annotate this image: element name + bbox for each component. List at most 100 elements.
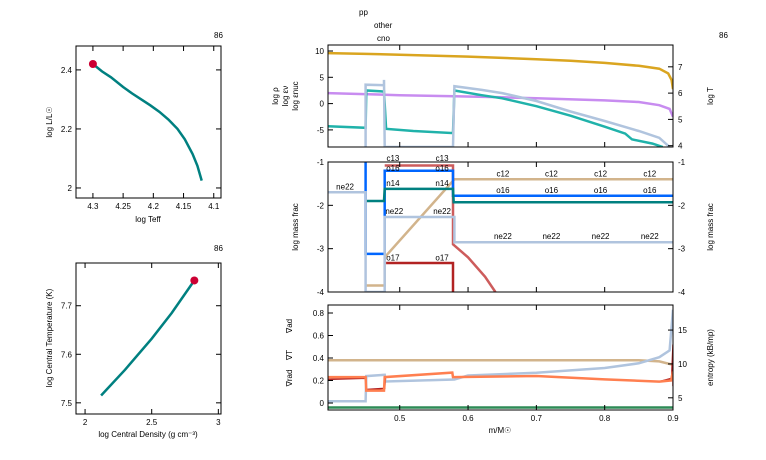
y2-tick-label: 7: [678, 63, 683, 72]
y-tick-label: 7.6: [61, 350, 73, 359]
current-model-marker: [190, 276, 199, 285]
series-line-3: [364, 79, 671, 147]
chart-profile-top: [327, 44, 674, 148]
series-line-1: [384, 164, 497, 292]
burn-label-cno: cno: [377, 34, 390, 43]
abundance-label-n14: n14: [435, 179, 449, 188]
y-tick-label: 0: [320, 100, 325, 109]
abundance-label-o16: o16: [386, 164, 400, 173]
x-tick-label: 2.5: [146, 418, 158, 427]
x-tick-label: 4.2: [148, 202, 160, 211]
y-tick-label: 0.2: [313, 377, 325, 386]
y-axis-label: log εν: [281, 86, 290, 106]
abundance-label-ne22: ne22: [542, 232, 560, 241]
x-axis-label: log Central Density (g cm⁻³): [98, 430, 198, 439]
plot-frame: [75, 262, 222, 415]
y-axis-label: ∇ad: [285, 319, 294, 334]
y-axis-label: log εnuc: [291, 81, 300, 110]
series-line-3: [365, 187, 673, 204]
abundance-label-o17: o17: [386, 253, 400, 262]
y-tick-label: 10: [315, 47, 324, 56]
y-tick-label: 0.6: [313, 331, 325, 340]
y-tick-label: -4: [317, 288, 325, 297]
model-number-center: 86: [214, 244, 223, 253]
y-axis-label: log ρ: [271, 87, 280, 105]
y2-axis-label: log mass frac: [706, 203, 715, 251]
abundance-label-n14: n14: [386, 179, 400, 188]
y2-tick-label: -4: [678, 288, 686, 297]
y2-axis-label: entropy (kB/mp): [706, 329, 715, 386]
x-tick-label: 4.25: [115, 202, 131, 211]
y2-tick-label: 6: [678, 89, 683, 98]
abundance-label-ne22: ne22: [433, 207, 451, 216]
series-line-2: [328, 309, 673, 403]
y-axis-label: log Central Temperature (K): [45, 288, 54, 387]
series-line-1: [328, 91, 673, 118]
y-tick-label: -2: [317, 201, 325, 210]
abundance-label-o17: o17: [435, 253, 449, 262]
x-axis-label: m/M☉: [489, 426, 512, 435]
y2-axis-label: log T: [706, 87, 715, 105]
series-line-4: [386, 261, 455, 292]
y-axis-label: log mass frac: [291, 203, 300, 251]
series-line-0: [92, 63, 203, 181]
y-tick-label: 0: [320, 399, 325, 408]
series-line-3: [328, 344, 673, 391]
burn-label-other: other: [374, 21, 393, 30]
model-number-profile: 86: [719, 31, 728, 40]
y-tick-label: 0.8: [313, 309, 325, 318]
series-line-2: [328, 89, 664, 147]
x-tick-label: 2: [83, 418, 88, 427]
y2-tick-label: 5: [678, 115, 683, 124]
y-axis-label: ∇rad: [285, 370, 294, 388]
abundance-label-c12: c12: [594, 170, 607, 179]
abundance-label-c12: c12: [496, 170, 509, 179]
y-tick-label: 0.4: [313, 354, 325, 363]
chart-profile-abund: [327, 161, 674, 293]
abundance-label-c13: c13: [436, 154, 449, 163]
abundance-label-c12: c12: [545, 170, 558, 179]
y2-tick-label: 5: [678, 394, 683, 403]
x-tick-label: 0.7: [531, 414, 543, 423]
abundance-label-ne22: ne22: [494, 232, 512, 241]
series-line-1: [328, 359, 673, 367]
y-axis-label: ∇T: [285, 350, 294, 361]
y-tick-label: -1: [317, 158, 325, 167]
y-tick-label: 2.4: [61, 66, 73, 75]
series-line-0: [100, 279, 196, 397]
x-tick-label: 0.6: [462, 414, 474, 423]
abundance-label-o16: o16: [643, 186, 657, 195]
y2-tick-label: 10: [678, 360, 687, 369]
plot-frame: [75, 45, 222, 199]
y-tick-label: 2: [68, 184, 73, 193]
abundance-label-o16: o16: [594, 186, 608, 195]
abundance-label-o16: o16: [545, 186, 559, 195]
y2-tick-label: -3: [678, 245, 686, 254]
abundance-label-c12: c12: [643, 170, 656, 179]
x-tick-label: 4.1: [208, 202, 220, 211]
x-tick-label: 4.3: [87, 202, 99, 211]
y-axis-label: log L/L☉: [45, 106, 54, 137]
y-tick-label: -5: [317, 126, 325, 135]
abundance-label-ne22: ne22: [592, 232, 610, 241]
plot-frame: [327, 161, 674, 293]
x-tick-label: 0.9: [667, 414, 679, 423]
y2-tick-label: -1: [678, 158, 686, 167]
y2-tick-label: 4: [678, 142, 683, 151]
x-tick-label: 4.15: [176, 202, 192, 211]
y-tick-label: 7.5: [61, 399, 73, 408]
abundance-label-o16: o16: [496, 186, 510, 195]
abundance-label-ne22: ne22: [385, 207, 403, 216]
x-tick-label: 0.5: [394, 414, 406, 423]
burn-label-pp: pp: [359, 8, 368, 17]
x-axis-label: log Teff: [135, 215, 161, 224]
plot-frame: [327, 44, 674, 148]
model-number-hr: 86: [214, 31, 223, 40]
y-tick-label: 7.7: [61, 302, 73, 311]
abundance-label-ne22: ne22: [641, 232, 659, 241]
series-line-5: [328, 191, 673, 292]
y2-tick-label: -2: [678, 201, 686, 210]
plot-frame: [327, 304, 674, 411]
y2-tick-label: 15: [678, 326, 687, 335]
